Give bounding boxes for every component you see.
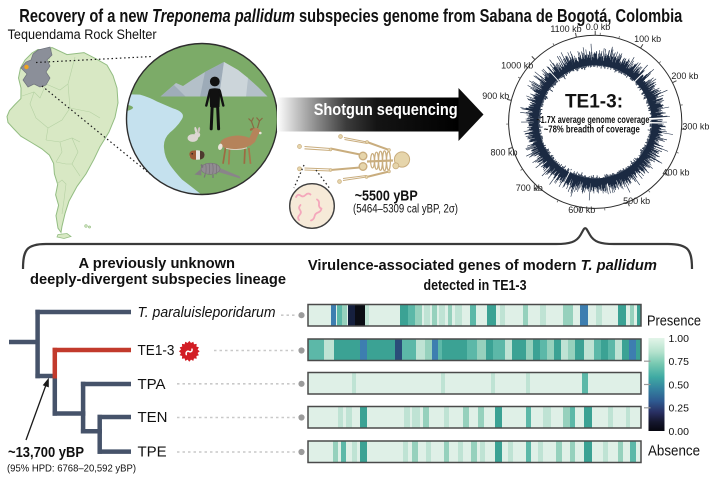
svg-text:800 kb: 800 kb xyxy=(490,148,517,158)
svg-text:Absence: Absence xyxy=(648,442,700,459)
svg-text:300 kb: 300 kb xyxy=(682,122,709,132)
svg-text:~13,700 yBP: ~13,700 yBP xyxy=(8,444,84,461)
svg-text:Tequendama Rock Shelter: Tequendama Rock Shelter xyxy=(8,27,157,42)
svg-text:TEN: TEN xyxy=(138,409,168,426)
svg-text:TE1-3: TE1-3 xyxy=(138,342,175,359)
svg-text:0.25: 0.25 xyxy=(669,403,690,415)
svg-text:TPE: TPE xyxy=(138,444,167,461)
svg-text:Recovery of a new: Recovery of a new xyxy=(19,6,152,26)
svg-text:(5464–5309 cal yBP, 2σ): (5464–5309 cal yBP, 2σ) xyxy=(353,204,458,216)
svg-text:1000 kb: 1000 kb xyxy=(501,60,533,70)
svg-text:(95% HPD: 6768–20,592 yBP): (95% HPD: 6768–20,592 yBP) xyxy=(7,463,136,475)
svg-text:0.75: 0.75 xyxy=(669,356,690,368)
svg-text:~1.7X average genome coverage: ~1.7X average genome coverage xyxy=(536,115,649,126)
svg-text:100 kb: 100 kb xyxy=(634,34,661,44)
svg-text:A previously unknown: A previously unknown xyxy=(79,255,236,272)
svg-text:Treponema pallidum: Treponema pallidum xyxy=(152,6,295,26)
svg-text:deeply-divergent subspecies li: deeply-divergent subspecies lineage xyxy=(30,271,286,288)
svg-text:TPA: TPA xyxy=(138,376,166,393)
svg-text:600 kb: 600 kb xyxy=(568,205,595,215)
svg-text:400 kb: 400 kb xyxy=(662,168,689,178)
svg-text:Virulence-associated genes of: Virulence-associated genes of modern xyxy=(308,257,581,274)
svg-text:0.50: 0.50 xyxy=(669,379,690,391)
svg-text:500 kb: 500 kb xyxy=(623,196,650,206)
svg-text:0.00: 0.00 xyxy=(669,426,690,438)
svg-text:Presence: Presence xyxy=(647,312,701,329)
svg-text:900 kb: 900 kb xyxy=(482,91,509,101)
svg-text:subspecies genome from Sabana: subspecies genome from Sabana de Bogotá,… xyxy=(295,6,683,26)
svg-text:T. paraluisleporidarum: T. paraluisleporidarum xyxy=(138,305,276,321)
svg-text:Shotgun sequencing: Shotgun sequencing xyxy=(314,100,458,119)
svg-text:0.0 kb: 0.0 kb xyxy=(586,22,611,32)
svg-text:700 kb: 700 kb xyxy=(516,183,543,193)
svg-text:detected in TE1-3: detected in TE1-3 xyxy=(424,277,527,294)
svg-text:1100 kb: 1100 kb xyxy=(550,24,581,34)
svg-text:200 kb: 200 kb xyxy=(671,71,698,81)
svg-text:~78% breadth of coverage: ~78% breadth of coverage xyxy=(544,125,640,136)
svg-text:1.00: 1.00 xyxy=(669,333,690,345)
svg-text:T. pallidum: T. pallidum xyxy=(581,257,657,274)
svg-text:TE1-3:: TE1-3: xyxy=(565,92,623,113)
svg-text:~5500 yBP: ~5500 yBP xyxy=(355,188,418,205)
